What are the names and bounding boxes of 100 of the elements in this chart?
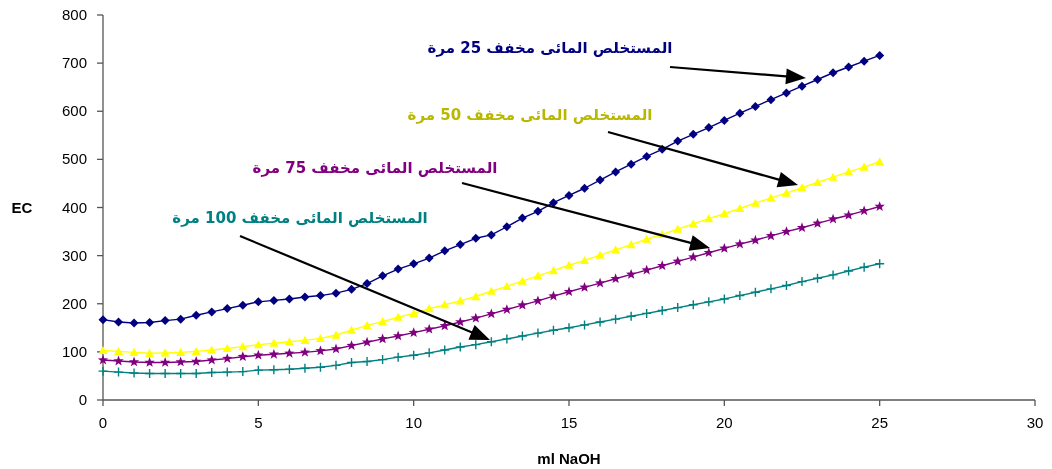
point [734, 290, 746, 301]
point [533, 206, 543, 216]
point [796, 276, 808, 287]
point [688, 129, 698, 139]
point [237, 351, 248, 362]
point [471, 292, 481, 301]
y-tick-label: 800 [61, 6, 87, 23]
point [734, 238, 745, 249]
point [160, 348, 170, 357]
point [750, 198, 760, 207]
y-tick-label: 0 [78, 391, 87, 408]
point [176, 314, 186, 324]
x-tick-label: 20 [715, 414, 733, 431]
y-axis-title: EC [11, 199, 33, 216]
point [828, 172, 838, 181]
point [253, 297, 263, 307]
point [688, 251, 699, 262]
point [750, 234, 761, 245]
point [502, 222, 512, 232]
point [548, 266, 558, 275]
point [378, 317, 388, 326]
point [594, 316, 606, 328]
point [735, 108, 745, 118]
point [114, 317, 124, 327]
annotation: المستخلص المائى مخفف 50 مرة [407, 106, 653, 124]
point [284, 294, 294, 304]
point [471, 233, 481, 243]
point [128, 356, 140, 367]
point [145, 348, 155, 357]
point [517, 330, 528, 342]
point [828, 68, 838, 78]
point [300, 335, 310, 344]
point [347, 284, 357, 294]
point [797, 81, 807, 91]
point [501, 304, 512, 314]
x-tick-label: 15 [560, 414, 578, 431]
point [424, 323, 435, 334]
point [874, 201, 885, 211]
point [517, 213, 527, 223]
x-tick-label: 5 [254, 414, 263, 431]
point [315, 333, 325, 342]
point [735, 203, 745, 213]
point [486, 230, 496, 240]
point [331, 288, 341, 298]
x-tick-label: 10 [405, 414, 423, 431]
point [673, 136, 683, 146]
point [673, 224, 683, 233]
point [129, 347, 139, 356]
y-tick-label: 600 [61, 102, 87, 120]
point [284, 337, 294, 346]
point [114, 346, 124, 355]
point [719, 243, 730, 253]
point [564, 190, 574, 200]
point [626, 159, 636, 169]
point [781, 188, 791, 197]
point [875, 50, 885, 60]
point [191, 346, 201, 355]
annotation: المستخلص المائى مخفف 25 مرة [427, 39, 673, 57]
point [222, 366, 233, 378]
point [191, 310, 201, 320]
point [843, 265, 854, 277]
point [269, 338, 279, 347]
x-tick-label: 25 [871, 414, 889, 431]
y-tick-label: 700 [61, 54, 87, 72]
point [704, 214, 714, 223]
point [595, 250, 605, 259]
point [859, 162, 869, 171]
point [315, 291, 325, 301]
point [362, 320, 372, 330]
point [548, 290, 559, 301]
point [719, 293, 730, 305]
point [129, 318, 139, 328]
point [222, 304, 232, 314]
point [455, 240, 465, 250]
point [330, 360, 342, 371]
point [704, 123, 714, 133]
point [486, 286, 496, 295]
annotation: المستخلص المائى مخفف 100 مرة [172, 209, 428, 227]
point [813, 177, 823, 187]
point [409, 259, 419, 269]
point [579, 281, 590, 292]
y-tick-label: 400 [61, 198, 87, 216]
point [424, 253, 434, 263]
point [781, 88, 791, 98]
point [159, 368, 171, 379]
annotation: المستخلص المائى مخفف 75 مرة [252, 159, 498, 177]
point [642, 234, 652, 243]
y-tick-label: 500 [61, 150, 87, 168]
point [610, 273, 621, 284]
point [580, 183, 590, 193]
y-tick-label: 100 [61, 342, 87, 360]
point [97, 354, 109, 365]
point [626, 240, 636, 249]
x-tick-label: 0 [98, 414, 108, 431]
point [610, 313, 621, 325]
point [703, 296, 714, 308]
point [532, 327, 544, 339]
point [269, 295, 279, 305]
point [533, 271, 543, 280]
point [765, 283, 777, 295]
